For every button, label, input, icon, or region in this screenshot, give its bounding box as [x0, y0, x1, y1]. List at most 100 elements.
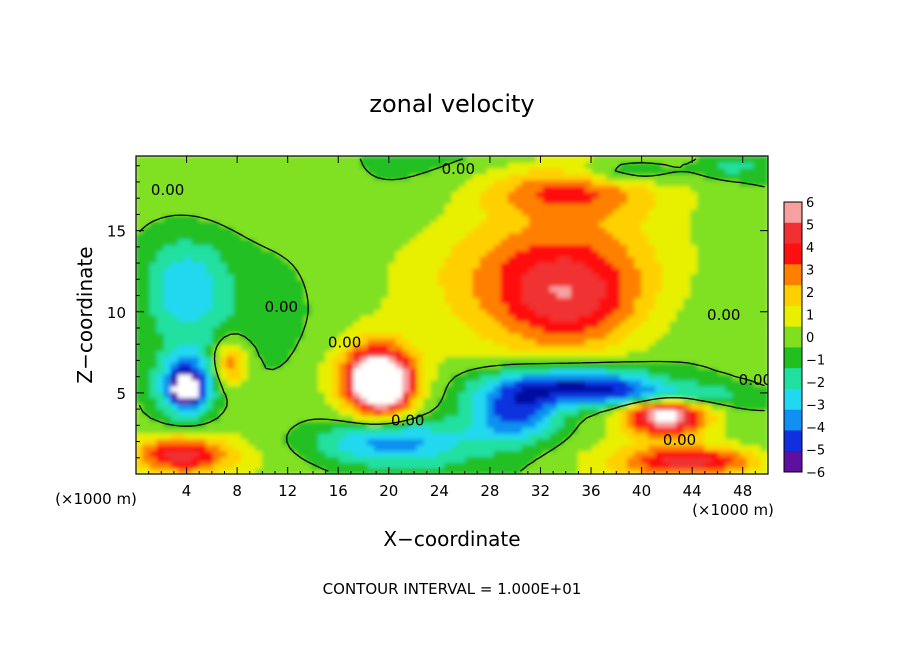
heatmap-cell: [458, 326, 467, 334]
heatmap-cell: [254, 302, 264, 310]
heatmap-cell: [339, 261, 348, 269]
heatmap-cell: [486, 285, 495, 293]
heatmap-cell: [184, 326, 193, 334]
heatmap-cell: [746, 355, 755, 363]
heatmap-cell: [605, 420, 615, 428]
heatmap-cell: [591, 432, 601, 440]
heatmap-cell: [191, 332, 200, 340]
heatmap-cell: [753, 214, 762, 222]
heatmap-cell: [493, 267, 502, 275]
heatmap-cell: [676, 273, 685, 281]
heatmap-cell: [704, 385, 713, 393]
heatmap-cell: [697, 408, 706, 416]
heatmap-cell: [184, 420, 193, 428]
heatmap-cell: [472, 273, 481, 281]
heatmap-cell: [465, 349, 474, 357]
heatmap-cell: [402, 385, 411, 393]
heatmap-cell: [226, 449, 236, 458]
heatmap-cell: [374, 173, 383, 181]
heatmap-cell: [662, 220, 671, 228]
heatmap-cell: [381, 343, 390, 352]
heatmap-cell: [613, 232, 622, 240]
heatmap-cell: [535, 161, 544, 169]
heatmap-cell: [690, 320, 699, 328]
heatmap-cell: [598, 314, 608, 322]
heatmap-cell: [289, 332, 299, 340]
heatmap-cell: [136, 414, 144, 422]
heatmap-cell: [437, 420, 446, 428]
heatmap-cell: [409, 438, 418, 446]
heatmap-cell: [542, 432, 552, 440]
heatmap-cell: [620, 432, 629, 440]
heatmap-cell: [444, 196, 453, 204]
heatmap-cell: [739, 208, 748, 216]
heatmap-cell: [739, 349, 748, 357]
heatmap-cell: [486, 408, 495, 416]
heatmap-cell: [402, 338, 411, 346]
heatmap-cell: [268, 255, 278, 263]
heatmap-cell: [437, 332, 446, 340]
heatmap-cell: [339, 320, 348, 328]
heatmap-cell: [493, 314, 502, 322]
heatmap-cell: [669, 385, 678, 393]
heatmap-cell: [605, 338, 615, 346]
heatmap-cell: [605, 444, 615, 452]
heatmap-cell: [451, 267, 460, 275]
heatmap-cell: [339, 226, 348, 234]
heatmap-cell: [402, 161, 411, 169]
heatmap-cell: [465, 202, 474, 210]
heatmap-cell: [219, 355, 228, 363]
heatmap-cell: [268, 196, 278, 204]
heatmap-cell: [339, 179, 348, 187]
heatmap-cell: [163, 444, 172, 452]
heatmap-cell: [198, 202, 207, 210]
heatmap-cell: [367, 349, 376, 357]
heatmap-cell: [521, 449, 530, 458]
heatmap-cell: [311, 379, 320, 387]
heatmap-cell: [282, 184, 292, 193]
heatmap-cell: [669, 414, 678, 422]
heatmap-cell: [493, 243, 502, 251]
heatmap-cell: [676, 379, 685, 387]
heatmap-cell: [549, 467, 559, 474]
heatmap-cell: [282, 332, 292, 340]
heatmap-cell: [205, 308, 214, 316]
heatmap-cell: [268, 290, 278, 299]
heatmap-cell: [711, 343, 720, 352]
heatmap-cell: [634, 361, 643, 369]
heatmap-cell: [430, 355, 439, 363]
heatmap-cell: [282, 449, 292, 458]
heatmap-cell: [423, 237, 432, 246]
heatmap-cell: [535, 361, 544, 369]
heatmap-cell: [746, 326, 755, 334]
heatmap-cell: [444, 326, 453, 334]
heatmap-cell: [261, 402, 271, 410]
heatmap-cell: [233, 208, 243, 216]
heatmap-cell: [739, 226, 748, 234]
heatmap-cell: [507, 314, 516, 322]
heatmap-cell: [598, 367, 608, 375]
heatmap-cell: [739, 391, 748, 399]
heatmap-cell: [613, 373, 622, 381]
heatmap-cell: [620, 426, 629, 434]
heatmap-cell: [261, 273, 271, 281]
heatmap-cell: [514, 449, 523, 458]
heatmap-cell: [374, 455, 383, 463]
heatmap-cell: [697, 438, 706, 446]
heatmap-cell: [507, 332, 516, 340]
heatmap-cell: [297, 455, 306, 463]
heatmap-cell: [486, 226, 495, 234]
heatmap-cell: [318, 326, 327, 334]
heatmap-cell: [746, 414, 755, 422]
heatmap-cell: [634, 232, 643, 240]
heatmap-cell: [346, 208, 355, 216]
heatmap-cell: [493, 279, 502, 287]
heatmap-cell: [339, 432, 348, 440]
heatmap-cell: [289, 420, 299, 428]
heatmap-cell: [226, 243, 236, 251]
heatmap-cell: [458, 314, 467, 322]
heatmap-cell: [268, 361, 278, 369]
heatmap-cell: [507, 391, 516, 399]
heatmap-cell: [360, 190, 369, 198]
heatmap-cell: [212, 285, 221, 293]
